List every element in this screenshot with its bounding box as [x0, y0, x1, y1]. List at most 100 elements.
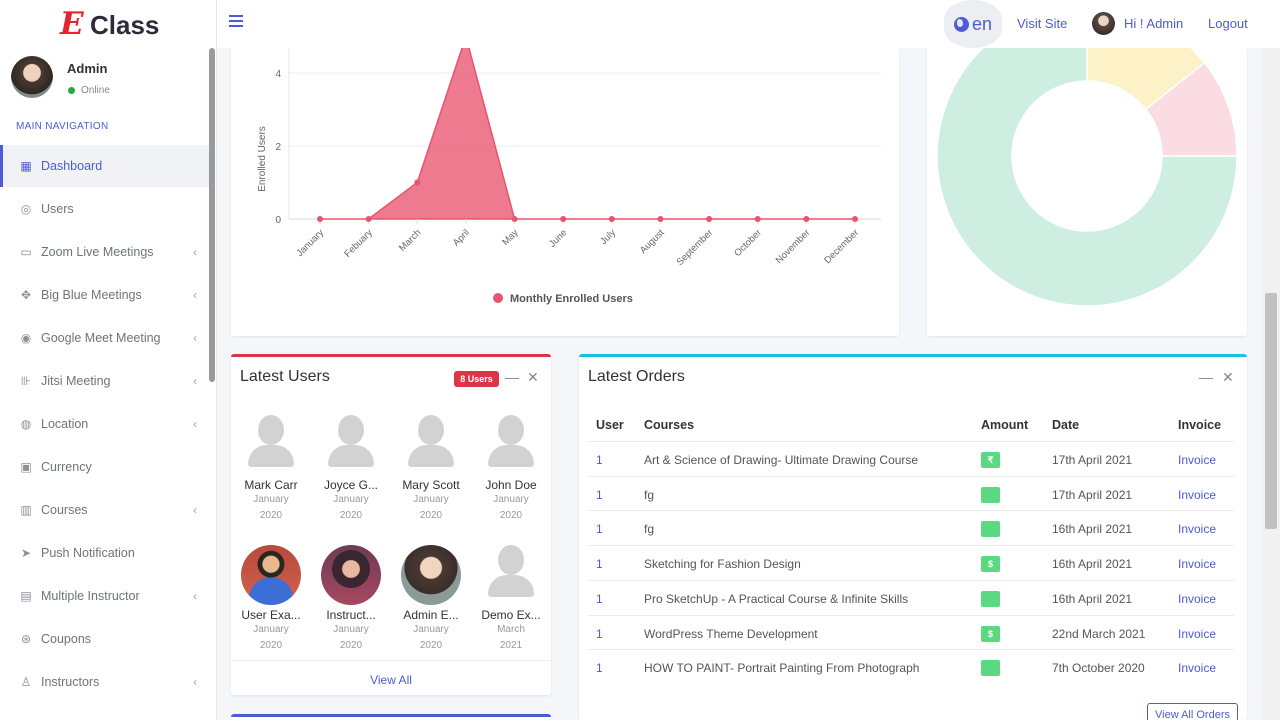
user-greeting-link[interactable]: Hi ! Admin [1124, 16, 1184, 31]
sidebar-item-coupons[interactable]: ⊛ Coupons [0, 618, 209, 660]
chevron-left-icon: ‹ [193, 374, 197, 388]
sidebar-item-label: Multiple Instructor [41, 589, 140, 603]
sidebar-user-name: Admin [67, 61, 108, 76]
user-joined-date: January 2020 [333, 494, 369, 521]
invoice-link[interactable]: Invoice [1178, 591, 1217, 606]
invoice-link[interactable]: Invoice [1178, 453, 1217, 467]
x-tick-label: July [598, 227, 618, 247]
data-point [803, 216, 810, 222]
google-icon: ◉ [20, 331, 32, 345]
sidebar-scrollbar[interactable] [209, 48, 215, 382]
invoice-link[interactable]: Invoice [1178, 522, 1217, 537]
jitsi-icon: ⊪ [20, 374, 32, 388]
close-icon[interactable]: ✕ [1222, 369, 1234, 385]
chevron-left-icon: ‹ [193, 417, 197, 431]
instructor-icon: ♙ [20, 675, 32, 689]
sidebar-item-multiple-instructor[interactable]: ▤ Multiple Instructor ‹ [0, 575, 209, 617]
order-user-id[interactable]: 1 [596, 487, 603, 502]
data-point [706, 216, 713, 222]
user-tile[interactable]: Admin E... January 2020 [391, 545, 471, 654]
page-scrollbar-thumb[interactable] [1265, 293, 1277, 529]
view-all-orders-button[interactable]: View All Orders [1147, 703, 1238, 720]
chevron-left-icon: ‹ [193, 245, 197, 259]
column-header-user: User [596, 418, 624, 432]
menu-toggle-icon[interactable] [229, 15, 243, 31]
user-joined-date: January 2020 [253, 494, 289, 521]
language-code: en [971, 13, 993, 34]
sidebar-item-location[interactable]: ◍ Location ‹ [0, 403, 209, 445]
user-tile[interactable]: Demo Ex... March 2021 [471, 545, 551, 654]
order-user-id[interactable]: 1 [596, 626, 603, 641]
table-row: 1 fg 17th April 2021 Invoice [588, 475, 1234, 511]
order-course: Art & Science of Drawing- Ultimate Drawi… [644, 453, 919, 467]
user-tile[interactable]: User Exa... January 2020 [231, 545, 311, 654]
sidebar-item-zoom-live-meetings[interactable]: ▭ Zoom Live Meetings ‹ [0, 231, 209, 273]
order-user-id[interactable]: 1 [596, 453, 603, 467]
order-amount-badge [981, 660, 1000, 677]
x-tick-label: June [547, 227, 569, 249]
order-course: HOW TO PAINT- Portrait Painting From Pho… [644, 661, 920, 676]
order-user-id[interactable]: 1 [596, 661, 603, 676]
data-point [852, 216, 858, 222]
invoice-link[interactable]: Invoice [1178, 626, 1217, 641]
send-icon: ➤ [20, 546, 32, 560]
sidebar-item-label: Dashboard [41, 159, 103, 173]
user-placeholder-icon [481, 545, 541, 605]
data-point [560, 216, 567, 222]
user-tile[interactable]: John Doe January 2020 [471, 415, 551, 524]
latest-orders-card: Latest Orders — ✕ User Courses Amount Da… [579, 354, 1247, 720]
x-tick-label: May [500, 227, 521, 248]
sidebar-item-dashboard[interactable]: ▦ Dashboard [0, 145, 209, 187]
order-user-id[interactable]: 1 [596, 557, 603, 572]
sidebar-item-users[interactable]: ◎ Users [0, 188, 209, 230]
user-tile[interactable]: Mark Carr January 2020 [231, 415, 311, 524]
user-tile[interactable]: Mary Scott January 2020 [391, 415, 471, 524]
sidebar-item-push-notification[interactable]: ➤ Push Notification [0, 532, 209, 574]
invoice-link[interactable]: Invoice [1178, 557, 1217, 572]
order-course: fg [644, 522, 655, 537]
order-user-id[interactable]: 1 [596, 591, 603, 606]
sidebar-item-currency[interactable]: ▣ Currency [0, 446, 209, 488]
data-point [414, 179, 421, 186]
order-user-id[interactable]: 1 [596, 522, 603, 537]
visit-site-link[interactable]: Visit Site [1017, 16, 1068, 31]
sidebar-item-big-blue-meetings[interactable]: ✥ Big Blue Meetings ‹ [0, 274, 209, 316]
latest-users-title: Latest Users [240, 368, 330, 385]
user-tile[interactable]: Instruct... January 2020 [311, 545, 391, 654]
sidebar-item-google-meet-meeting[interactable]: ◉ Google Meet Meeting ‹ [0, 317, 209, 359]
user-joined-date: January 2020 [333, 624, 369, 651]
top-navbar: en Visit Site Hi ! Admin Logout [217, 0, 1280, 48]
close-icon[interactable]: ✕ [527, 369, 539, 385]
order-amount-badge: $ [981, 625, 1000, 642]
user-joined-date: January 2020 [253, 624, 289, 651]
brand-logo[interactable]: E Class [0, 0, 217, 48]
view-all-users-link[interactable]: View All [231, 660, 551, 687]
chevron-left-icon: ‹ [193, 503, 197, 517]
wallet-icon: ▣ [20, 460, 32, 474]
brand-name: Class [90, 10, 160, 40]
collapse-icon[interactable]: — [1199, 369, 1213, 385]
admin-avatar[interactable] [1092, 12, 1115, 35]
sidebar-item-courses[interactable]: ▥ Courses ‹ [0, 489, 209, 531]
language-switcher[interactable]: en [944, 0, 1002, 48]
logout-link[interactable]: Logout [1208, 16, 1248, 31]
user-name: Joyce G... [323, 478, 379, 492]
data-point [657, 216, 664, 222]
x-tick-label: January [294, 227, 326, 259]
sidebar-item-label: Big Blue Meetings [41, 288, 142, 302]
sidebar-item-jitsi-meeting[interactable]: ⊪ Jitsi Meeting ‹ [0, 360, 209, 402]
brand-logo-letter: E [60, 6, 84, 42]
order-course: Pro SketchUp - A Practical Course & Infi… [644, 591, 909, 606]
nav-section-header: MAIN NAVIGATION [16, 121, 109, 132]
user-tile[interactable]: Joyce G... January 2020 [311, 415, 391, 524]
instructors-icon: ▤ [20, 589, 32, 603]
x-tick-label: August [638, 227, 667, 256]
collapse-icon[interactable]: — [505, 369, 519, 385]
sidebar-item-instructors[interactable]: ♙ Instructors ‹ [0, 661, 209, 703]
invoice-link[interactable]: Invoice [1178, 487, 1217, 502]
chevron-left-icon: ‹ [193, 589, 197, 603]
avatar [11, 56, 53, 98]
chevron-left-icon: ‹ [193, 675, 197, 689]
invoice-link[interactable]: Invoice [1178, 661, 1217, 676]
page-scrollbar[interactable] [1262, 48, 1280, 720]
